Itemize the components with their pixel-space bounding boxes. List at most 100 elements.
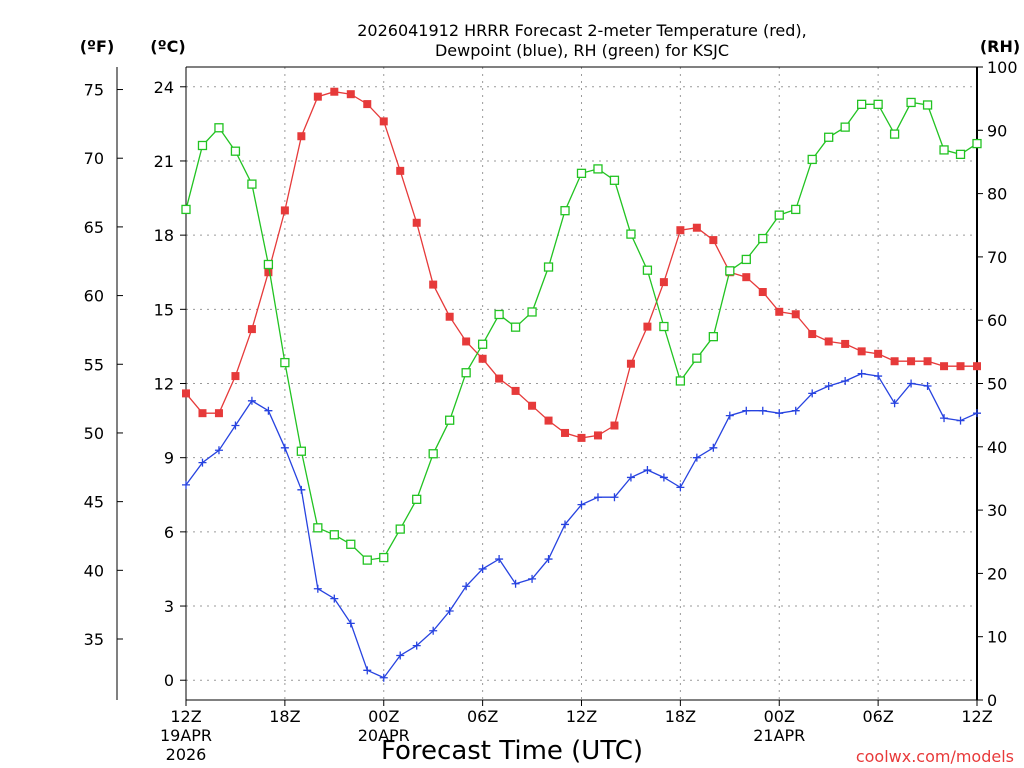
temperature-point: [412, 218, 421, 227]
rh-point: [230, 146, 241, 156]
celsius-tick-label: 0: [164, 671, 174, 690]
axes: [116, 66, 978, 701]
dewpoint-point: [857, 369, 866, 378]
rh-point: [856, 99, 867, 109]
dewpoint-point: [923, 381, 932, 390]
rh-point: [494, 309, 504, 320]
dewpoint-point: [676, 483, 685, 492]
x-tick-label: 00Z: [368, 707, 399, 726]
grid-lines: [186, 67, 977, 700]
rh-point: [576, 168, 587, 178]
rh-tick-label: 50: [987, 375, 1007, 394]
temperature-point: [363, 100, 372, 109]
fahrenheit-tick-label: 40: [84, 561, 104, 580]
rh-point: [593, 164, 603, 174]
temperature-point: [709, 236, 718, 245]
temperature-point: [940, 362, 949, 371]
rh-point: [807, 154, 817, 165]
rh-tick-label: 70: [987, 248, 1007, 267]
dewpoint-point: [824, 381, 833, 390]
dewpoint-point: [577, 500, 586, 509]
dewpoint-point: [874, 372, 883, 381]
temperature-point: [593, 431, 602, 440]
celsius-tick-label: 12: [154, 375, 174, 394]
rh-point: [346, 539, 356, 549]
x-tick-label: 18Z: [269, 707, 300, 726]
dewpoint-point: [511, 579, 520, 588]
temperature-point: [808, 330, 817, 339]
temperature-point: [297, 132, 306, 141]
rh-tick-label: 30: [987, 501, 1007, 520]
dewpoint-point: [626, 473, 635, 482]
rh-point: [280, 357, 290, 368]
temperature-point: [676, 226, 685, 235]
temperature-point: [445, 312, 454, 321]
rh-point: [609, 175, 620, 185]
fahrenheit-tick-label: 75: [84, 81, 104, 100]
dewpoint-point: [412, 641, 421, 650]
rh-point: [725, 266, 735, 276]
dewpoint-point: [363, 666, 372, 675]
chart-title-line-1: 2026041912 HRRR Forecast 2-meter Tempera…: [357, 21, 807, 40]
rh-point: [840, 122, 850, 132]
rh-point: [939, 145, 949, 155]
rh-point: [873, 99, 883, 109]
temperature-point: [462, 337, 471, 346]
temperature-point: [692, 223, 701, 232]
x-axis-label: Forecast Time (UTC): [381, 736, 643, 766]
rh-point: [247, 179, 257, 189]
temperature-point: [857, 347, 866, 356]
rh-point: [675, 376, 686, 386]
dewpoint-point: [940, 414, 949, 423]
celsius-tick-label: 3: [164, 597, 174, 616]
temperature-point: [659, 278, 668, 287]
rh-point: [692, 353, 702, 363]
rh-tick-label: 20: [987, 564, 1007, 583]
temperature-point: [379, 117, 388, 126]
rh-point: [329, 530, 339, 540]
temperature-point: [610, 421, 619, 430]
fahrenheit-tick-label: 45: [84, 493, 104, 512]
dewpoint-point: [841, 377, 850, 386]
rh-point: [659, 321, 669, 332]
temperature-point: [264, 268, 273, 277]
temperature-point: [923, 357, 932, 366]
x-tick-date-label: 19APR: [160, 726, 212, 745]
dewpoint-point: [231, 421, 240, 430]
dewpoint-point: [247, 396, 256, 405]
temperature-point: [890, 357, 899, 366]
temperature-point: [495, 374, 504, 383]
x-tick-date-label: 20APR: [358, 726, 410, 745]
rh-point: [477, 339, 488, 349]
chart-title-line-2: Dewpoint (blue), RH (green) for KSJC: [435, 41, 729, 60]
rh-point: [708, 332, 718, 342]
dewpoint-point: [610, 493, 619, 502]
rh-point: [379, 552, 389, 563]
dewpoint-point: [429, 626, 438, 635]
rh-tick-label: 10: [987, 628, 1007, 647]
rh-tick-label: 60: [987, 311, 1007, 330]
dewpoint-point: [742, 406, 751, 415]
dewpoint-point: [214, 446, 223, 455]
rh-point: [461, 368, 471, 378]
dewpoint-point: [544, 555, 553, 564]
rh-point: [296, 446, 307, 456]
dewpoint-point: [478, 564, 487, 573]
credit-text: coolwx.com/models: [856, 747, 1014, 766]
dewpoint-point: [643, 466, 652, 475]
dewpoint-point: [808, 389, 817, 398]
temperature-point: [231, 372, 240, 381]
rh-point: [889, 129, 900, 139]
temperature-point: [956, 362, 965, 371]
temperature-point: [758, 288, 767, 297]
rh-point: [445, 415, 455, 425]
temperature-point: [346, 90, 355, 99]
rh-point: [395, 524, 405, 534]
temperature-point: [511, 386, 520, 395]
rh-point: [263, 259, 274, 270]
temperature-point: [824, 337, 833, 346]
dewpoint-point: [297, 485, 306, 494]
rh-point: [197, 140, 208, 151]
rh-point: [824, 132, 834, 142]
dewpoint-point: [528, 574, 537, 583]
